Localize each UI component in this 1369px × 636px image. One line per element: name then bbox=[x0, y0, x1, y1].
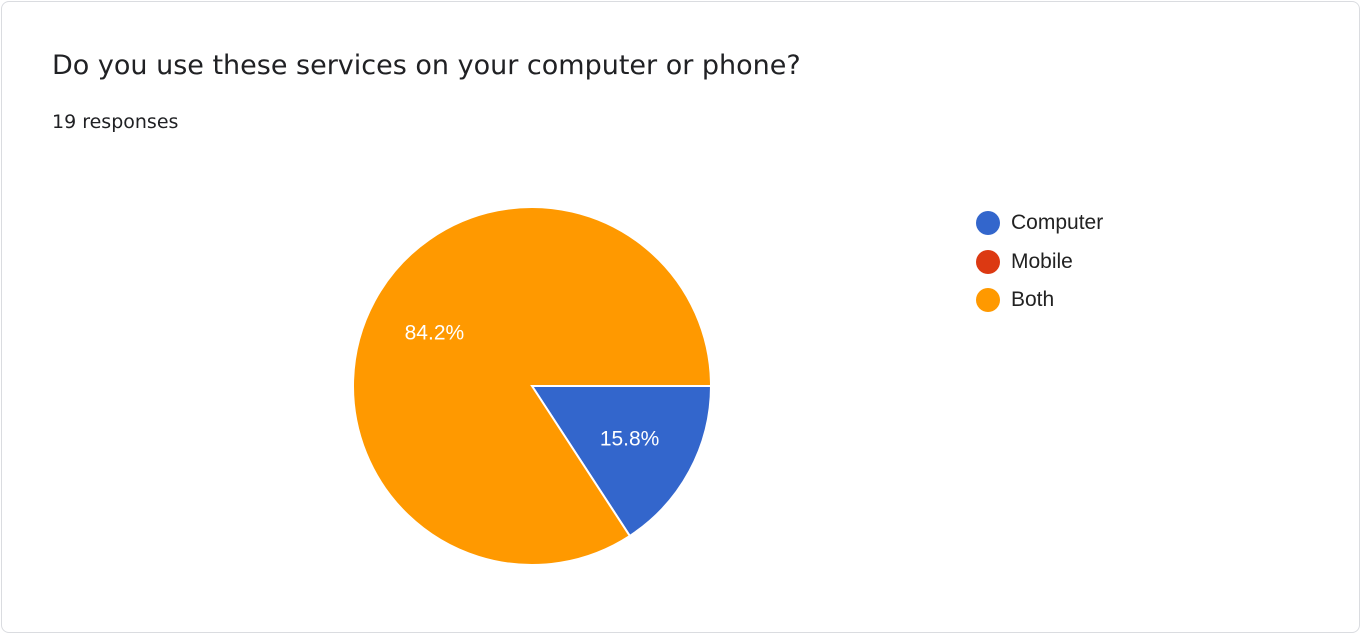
pie-slice-computer[interactable] bbox=[530, 385, 713, 538]
response-count: 19 responses bbox=[52, 111, 179, 133]
pie-slice-both[interactable] bbox=[352, 206, 713, 566]
legend-item-mobile[interactable]: Mobile bbox=[976, 243, 1103, 282]
legend-label-both: Both bbox=[1011, 288, 1055, 312]
legend-swatch-both bbox=[976, 288, 1000, 313]
data-label-both: 84.2% bbox=[405, 322, 465, 345]
legend-label-computer: Computer bbox=[1011, 211, 1104, 235]
legend-item-both[interactable]: Both bbox=[976, 281, 1103, 320]
legend-swatch-mobile bbox=[976, 249, 1000, 274]
chart-legend: Computer Mobile Both bbox=[976, 204, 1103, 320]
legend-label-mobile: Mobile bbox=[1011, 249, 1073, 273]
data-label-computer: 15.8% bbox=[600, 427, 660, 450]
legend-swatch-computer bbox=[976, 211, 1000, 236]
question-title: Do you use these services on your comput… bbox=[52, 50, 801, 81]
legend-item-computer[interactable]: Computer bbox=[976, 204, 1103, 243]
